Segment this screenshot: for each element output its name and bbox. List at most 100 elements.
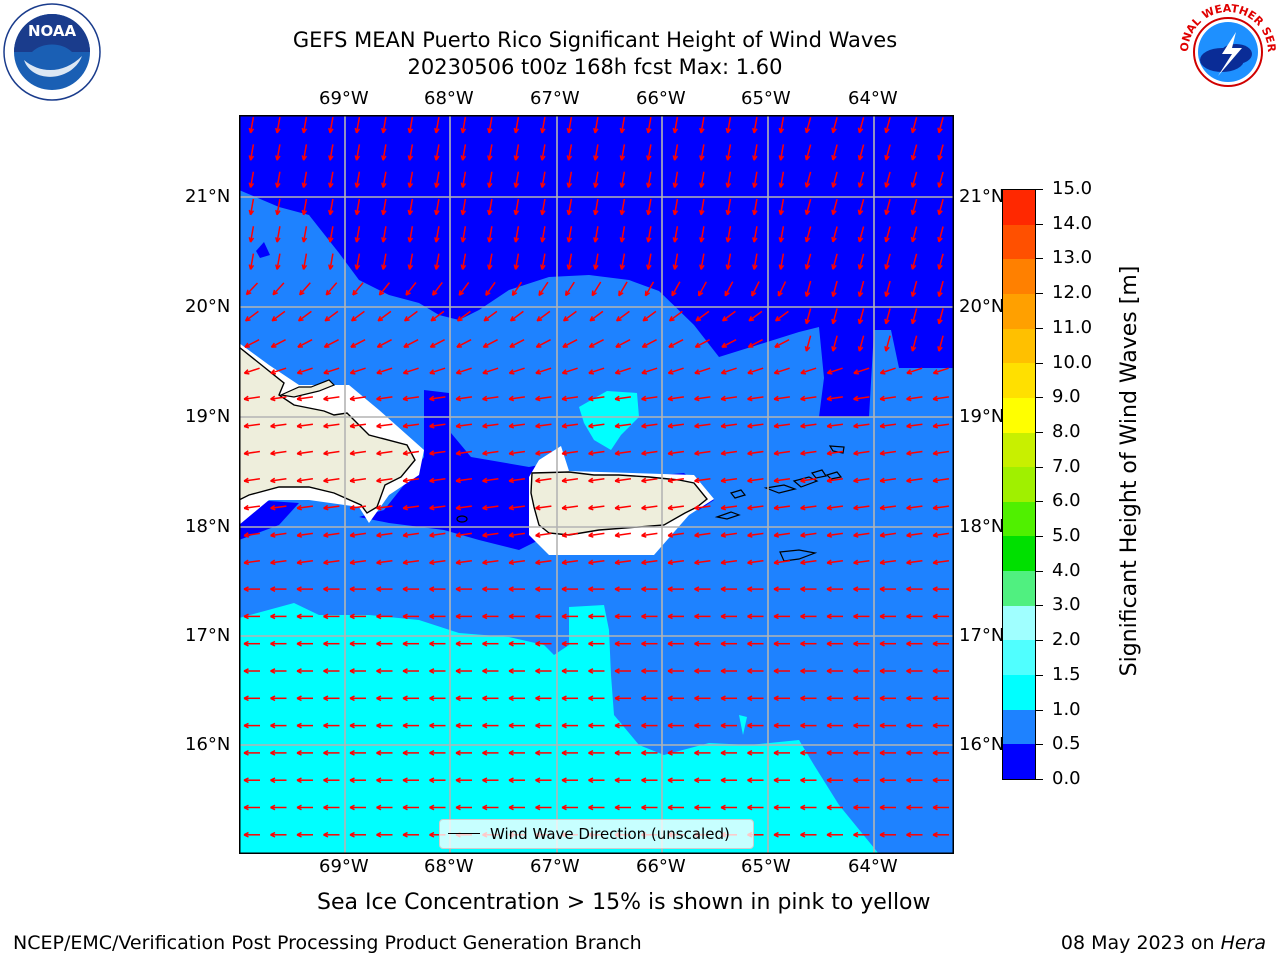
wave-direction-arrowhead [508,643,514,647]
hispaniola-land [239,346,416,514]
wave-direction-arrow [594,171,599,188]
wave-direction-arrowhead [249,264,255,270]
lat-label-left-17n: 17°N [185,625,231,646]
wave-direction-arrowhead [906,834,912,838]
wave-direction-arrowhead [805,264,811,270]
wave-direction-arrow [403,367,419,374]
wave-direction-arrowhead [911,128,917,134]
wave-direction-arrowhead [885,237,890,243]
wave-direction-arrow [461,198,467,215]
wave-direction-arrowhead [329,128,334,134]
wave-direction-arrowhead [879,398,886,402]
wave-direction-arrow [800,559,817,564]
wave-direction-arrowhead [832,292,837,297]
wave-direction-arrowhead [508,425,515,429]
svg-text:NOAA: NOAA [28,22,77,40]
wave-direction-arrow [562,339,578,348]
wave-direction-arrowhead [832,237,837,243]
wave-direction-arrow [885,117,891,133]
wave-direction-arrowhead [561,724,567,729]
wave-direction-arrowhead [429,670,435,674]
wave-direction-arrowhead [826,752,832,756]
wave-direction-arrow [616,310,630,322]
wave-direction-arrowhead [376,480,382,484]
wave-direction-arrowhead [647,210,652,216]
wave-direction-arrow [408,198,414,215]
wave-direction-arrow [429,396,446,400]
wave-direction-arrow [272,282,285,296]
wave-direction-arrow [535,450,552,455]
wave-direction-arrowhead [296,670,302,674]
wave-direction-arrowhead [614,507,621,511]
wave-direction-arrowhead [243,834,249,838]
wave-direction-arrowhead [563,319,569,322]
wave-direction-arrow [429,478,446,482]
wave-direction-arrow [296,559,314,564]
wave-direction-arrowhead [667,752,673,756]
wave-direction-arrow [350,339,366,348]
wave-direction-arrow [562,367,578,374]
wave-direction-arrow [302,171,308,188]
wave-direction-arrow [461,116,467,134]
wave-direction-arrow [382,253,387,270]
wave-direction-arrow [402,559,420,564]
wave-direction-arrowhead [435,128,440,134]
wave-direction-arrowhead [645,292,651,297]
wave-direction-arrowhead [535,372,542,375]
wave-band-0-0.5-spot [256,242,270,258]
lon-label-top-68w: 68°W [424,88,474,109]
wave-direction-arrowhead [408,264,414,270]
wave-direction-arrow [753,116,758,134]
wave-direction-arrow [355,171,361,188]
wave-direction-arrow [329,171,334,188]
wave-direction-arrow [329,116,334,134]
wave-direction-arrowhead [906,615,912,620]
wave-direction-arrowhead [429,372,436,375]
wave-direction-arrowhead [694,806,700,811]
colorbar-segment [1003,639,1035,676]
wave-direction-arrowhead [351,319,357,322]
wave-direction-arrow [938,335,944,352]
wave-direction-arrowhead [514,182,520,188]
wave-direction-arrow [541,116,546,134]
wave-direction-arrowhead [720,480,727,484]
wave-direction-arrow [667,396,685,400]
wave-direction-arrowhead [270,372,277,375]
wave-direction-arrowhead [402,752,408,756]
wave-direction-arrowhead [853,534,859,538]
lat-label-right-19n: 19°N [959,406,1002,427]
wave-direction-arrowhead [832,155,837,161]
wave-direction-arrowhead [408,128,414,134]
wave-direction-arrowhead [614,670,620,674]
wave-direction-arrow [858,335,865,352]
wave-direction-arrowhead [800,779,806,784]
colorbar-tick-label: 5.0 [1052,525,1081,547]
wave-direction-arrow [700,144,705,161]
wave-direction-arrowhead [482,724,488,729]
wave-direction-arrow [858,253,865,270]
wave-direction-arrowhead [641,779,647,784]
wave-direction-arrowhead [695,319,702,322]
lon-label-top-65w: 65°W [741,88,791,109]
wave-direction-arrow [879,559,897,564]
wave-direction-arrow [561,505,579,510]
wave-direction-arrowhead [614,425,621,429]
wave-direction-arrow [461,253,467,270]
wave-direction-arrow [800,396,817,400]
colorbar-segment [1003,224,1035,260]
wave-direction-arrowhead [482,507,488,511]
wave-direction-arrowhead [355,264,361,270]
wave-direction-arrowhead [296,452,303,456]
wave-direction-arrowhead [376,588,382,592]
wave-direction-arrow [514,253,520,270]
wave-direction-arrow [536,339,551,348]
wave-direction-arrowhead [483,319,490,322]
wave-direction-arrow [271,339,286,348]
wave-direction-arrowhead [720,806,726,811]
wave-direction-arrowhead [800,398,806,402]
wave-direction-arrowhead [508,615,514,620]
wave-direction-arrowhead [826,398,833,402]
wave-direction-arrowhead [641,588,647,592]
wave-direction-arrowhead [906,480,912,484]
wave-direction-arrowhead [720,398,727,402]
